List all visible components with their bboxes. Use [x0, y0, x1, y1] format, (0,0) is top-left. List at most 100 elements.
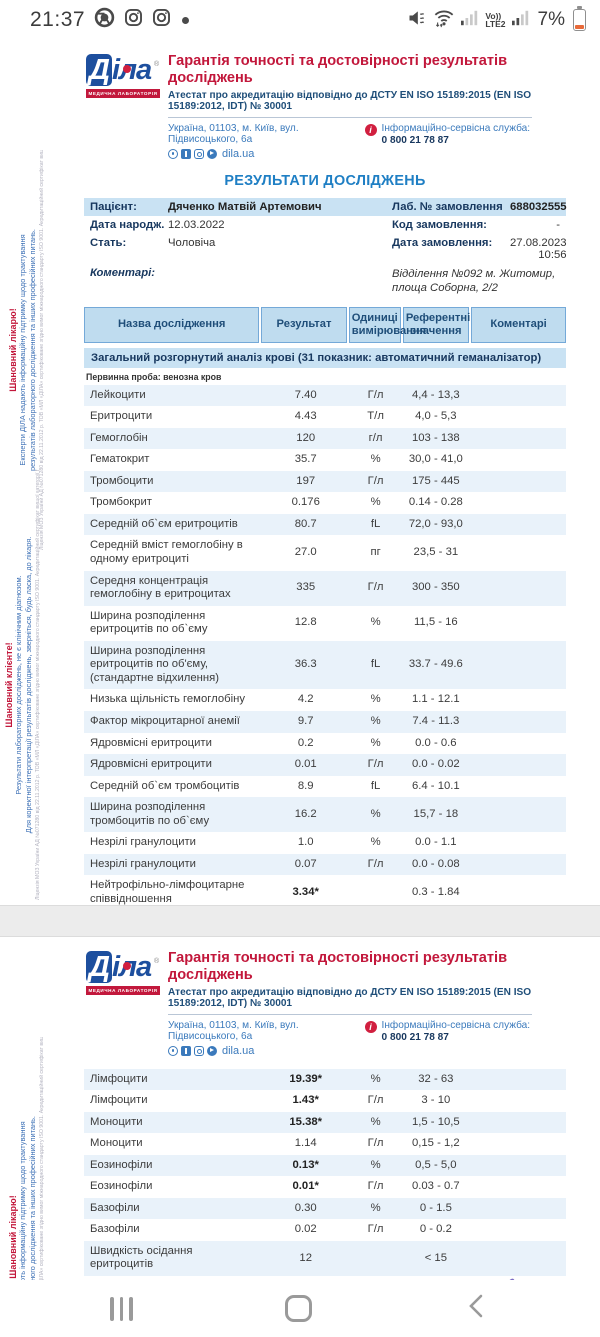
- lab-header: Діла ® МЕДИЧНА ЛАБОРАТОРІЯ Гарантія точн…: [84, 40, 566, 160]
- row-result: 35.7: [294, 453, 317, 466]
- row-result: 1.14: [294, 1137, 317, 1150]
- row-comment: [470, 606, 566, 641]
- row-unit: fL: [370, 779, 381, 792]
- row-test-name: Швидкість осідання еритроцитів: [90, 1244, 193, 1271]
- info-icon: i: [364, 123, 377, 136]
- website-link: dila.ua: [222, 1044, 255, 1057]
- telegram-icon: [207, 148, 217, 159]
- results-table-page1: Лейкоцити 7.40 Г/л 4,4 - 13,3 Еритроцити 4.43…: [84, 384, 566, 905]
- row-result: 27.0: [294, 546, 317, 559]
- row-comment: [470, 641, 566, 690]
- row-reference-range: 0.14 - 0.28: [408, 496, 463, 509]
- result-row: Базофіли 0.30% 0 - 1.5: [84, 1197, 566, 1220]
- row-result: 16.2: [294, 807, 317, 820]
- volte-line1: Vo)): [485, 10, 502, 21]
- row-reference-range: 1.1 - 12.1: [411, 693, 460, 706]
- lab-order-label: Лаб. № замовлення: [392, 200, 503, 213]
- row-unit: Г/л: [367, 1094, 384, 1107]
- result-row: Гемоглобін 120 г/л 103 - 138: [84, 427, 566, 450]
- row-result: 36.3: [294, 658, 317, 671]
- row-unit: fL: [370, 517, 381, 530]
- row-comment: [470, 1069, 566, 1091]
- row-test-name: Тромбокрит: [90, 496, 152, 509]
- result-row: Гематокрит 35.7% 30,0 - 41,0: [84, 449, 566, 471]
- row-reference-range: 300 - 350: [411, 581, 460, 594]
- guarantee-title: Гарантія точності та достовірності резул…: [168, 53, 508, 86]
- comments-label: Коментарі:: [90, 266, 156, 279]
- battery-icon: [573, 6, 586, 31]
- row-result: 15.38*: [289, 1115, 323, 1128]
- row-comment: [470, 1176, 566, 1198]
- android-nav-bar: [0, 1280, 600, 1337]
- test-section-title: Загальний розгорнутий аналіз крові (31 п…: [84, 347, 566, 368]
- row-test-name: Гематокрит: [90, 453, 150, 466]
- row-test-name: Ширина розподілення еритроцитів по об`єм…: [90, 609, 208, 636]
- row-comment: [470, 1198, 566, 1220]
- row-comment: [470, 571, 566, 606]
- row-comment: [470, 1219, 566, 1241]
- dila-logo: Діла ® МЕДИЧНА ЛАБОРАТОРІЯ: [84, 950, 168, 1057]
- patient-name: Дяченко Матвій Артемович: [168, 200, 322, 213]
- row-test-name: Фактор мікроцитарної анемії: [90, 714, 240, 727]
- side-note-text: Для коректної інтерпретації результатів …: [23, 536, 33, 834]
- registered-mark: ®: [154, 958, 160, 965]
- back-button[interactable]: [464, 1292, 490, 1325]
- row-reference-range: < 15: [424, 1251, 447, 1264]
- row-test-name: Незрілі гранулоцити: [90, 857, 196, 870]
- row-unit: Т/л: [367, 410, 384, 423]
- row-reference-range: 0.3 - 1.84: [411, 886, 460, 899]
- license-micro-text: Ліцензія МОЗ України АД №071280 від 22.1…: [39, 1037, 45, 1280]
- row-test-name: Базофіли: [90, 1223, 140, 1236]
- row-unit: Г/л: [367, 581, 384, 594]
- row-test-name: Базофіли: [90, 1201, 140, 1214]
- patient-info: Пацієнт: Дяченко Матвій Артемович Лаб. №…: [84, 197, 567, 299]
- row-result: 4.2: [297, 693, 314, 706]
- row-unit: %: [370, 453, 381, 466]
- row-test-name: Нейтрофільно-лімфоцитарне співвідношення: [90, 879, 245, 905]
- row-comment: [470, 406, 566, 428]
- row-comment: [470, 428, 566, 450]
- row-result: 4.43: [294, 410, 317, 423]
- dob-value: 12.03.2022: [168, 218, 225, 231]
- chrome-icon: [94, 7, 115, 33]
- home-button[interactable]: [284, 1295, 312, 1322]
- license-micro-text: Ліцензія МОЗ України АД №071280 від 22.1…: [39, 150, 46, 550]
- order-date-label: Дата замовлення:: [392, 236, 493, 249]
- row-reference-range: 0,15 - 1,2: [411, 1137, 460, 1150]
- social-icons: dila.ua: [168, 148, 365, 160]
- row-comment: [470, 449, 566, 471]
- instagram-icon: [194, 148, 204, 159]
- row-test-name: Ширина розподілення тромбоцитів по об`єм…: [90, 801, 210, 827]
- result-row: Базофіли 0.02 Г/л 0 - 0.2: [84, 1219, 566, 1241]
- row-test-name: Еозинофіли: [90, 1180, 153, 1193]
- result-row: Незрілі гранулоцити 0.07 Г/л 0.0 - 0.08: [84, 853, 566, 876]
- website-link: dila.ua: [222, 147, 255, 160]
- result-row: Ядровмісні еритроцити 0.2% 0.0 - 0.6: [84, 733, 566, 755]
- row-comment: [470, 689, 566, 711]
- result-row: Середній об`єм тромбоцитів 8.9 fL 6.4 - 10.…: [84, 776, 566, 798]
- row-unit: %: [370, 836, 381, 849]
- facebook-icon: [181, 148, 191, 159]
- order-code-label: Код замовлення:: [392, 218, 487, 231]
- document-page-2: Шановний лікарю! Експерти ДІЛА надають і…: [0, 937, 600, 1280]
- result-row: Середня концентрація гемоглобіну в еритр…: [84, 570, 566, 606]
- row-unit: Г/л: [367, 857, 384, 870]
- row-comment: [470, 797, 566, 832]
- col-header-name: Назва дослідження: [84, 306, 260, 343]
- row-unit: %: [370, 616, 381, 629]
- row-test-name: Еозинофіли: [90, 1158, 153, 1171]
- volte-line2: LTE2: [485, 19, 506, 29]
- logo-wordmark: Діла: [89, 951, 152, 983]
- row-comment: [470, 1112, 566, 1134]
- side-note-heading: Шановний клієнте!: [4, 642, 14, 728]
- recents-button[interactable]: [110, 1296, 133, 1321]
- document-title: РЕЗУЛЬТАТИ ДОСЛІДЖЕНЬ: [224, 172, 426, 189]
- row-result: 0.30: [294, 1201, 317, 1214]
- accreditation-line: Атестат про акредитацію відповідно до ДС…: [168, 987, 532, 1015]
- service-phone: 0 800 21 78 87: [381, 135, 449, 147]
- row-unit: Г/л: [367, 474, 384, 487]
- result-row: Середній вміст гемоглобіну в одному ерит…: [84, 535, 566, 570]
- col-header-result: Результат: [261, 306, 347, 343]
- row-result: 19.39*: [289, 1072, 323, 1085]
